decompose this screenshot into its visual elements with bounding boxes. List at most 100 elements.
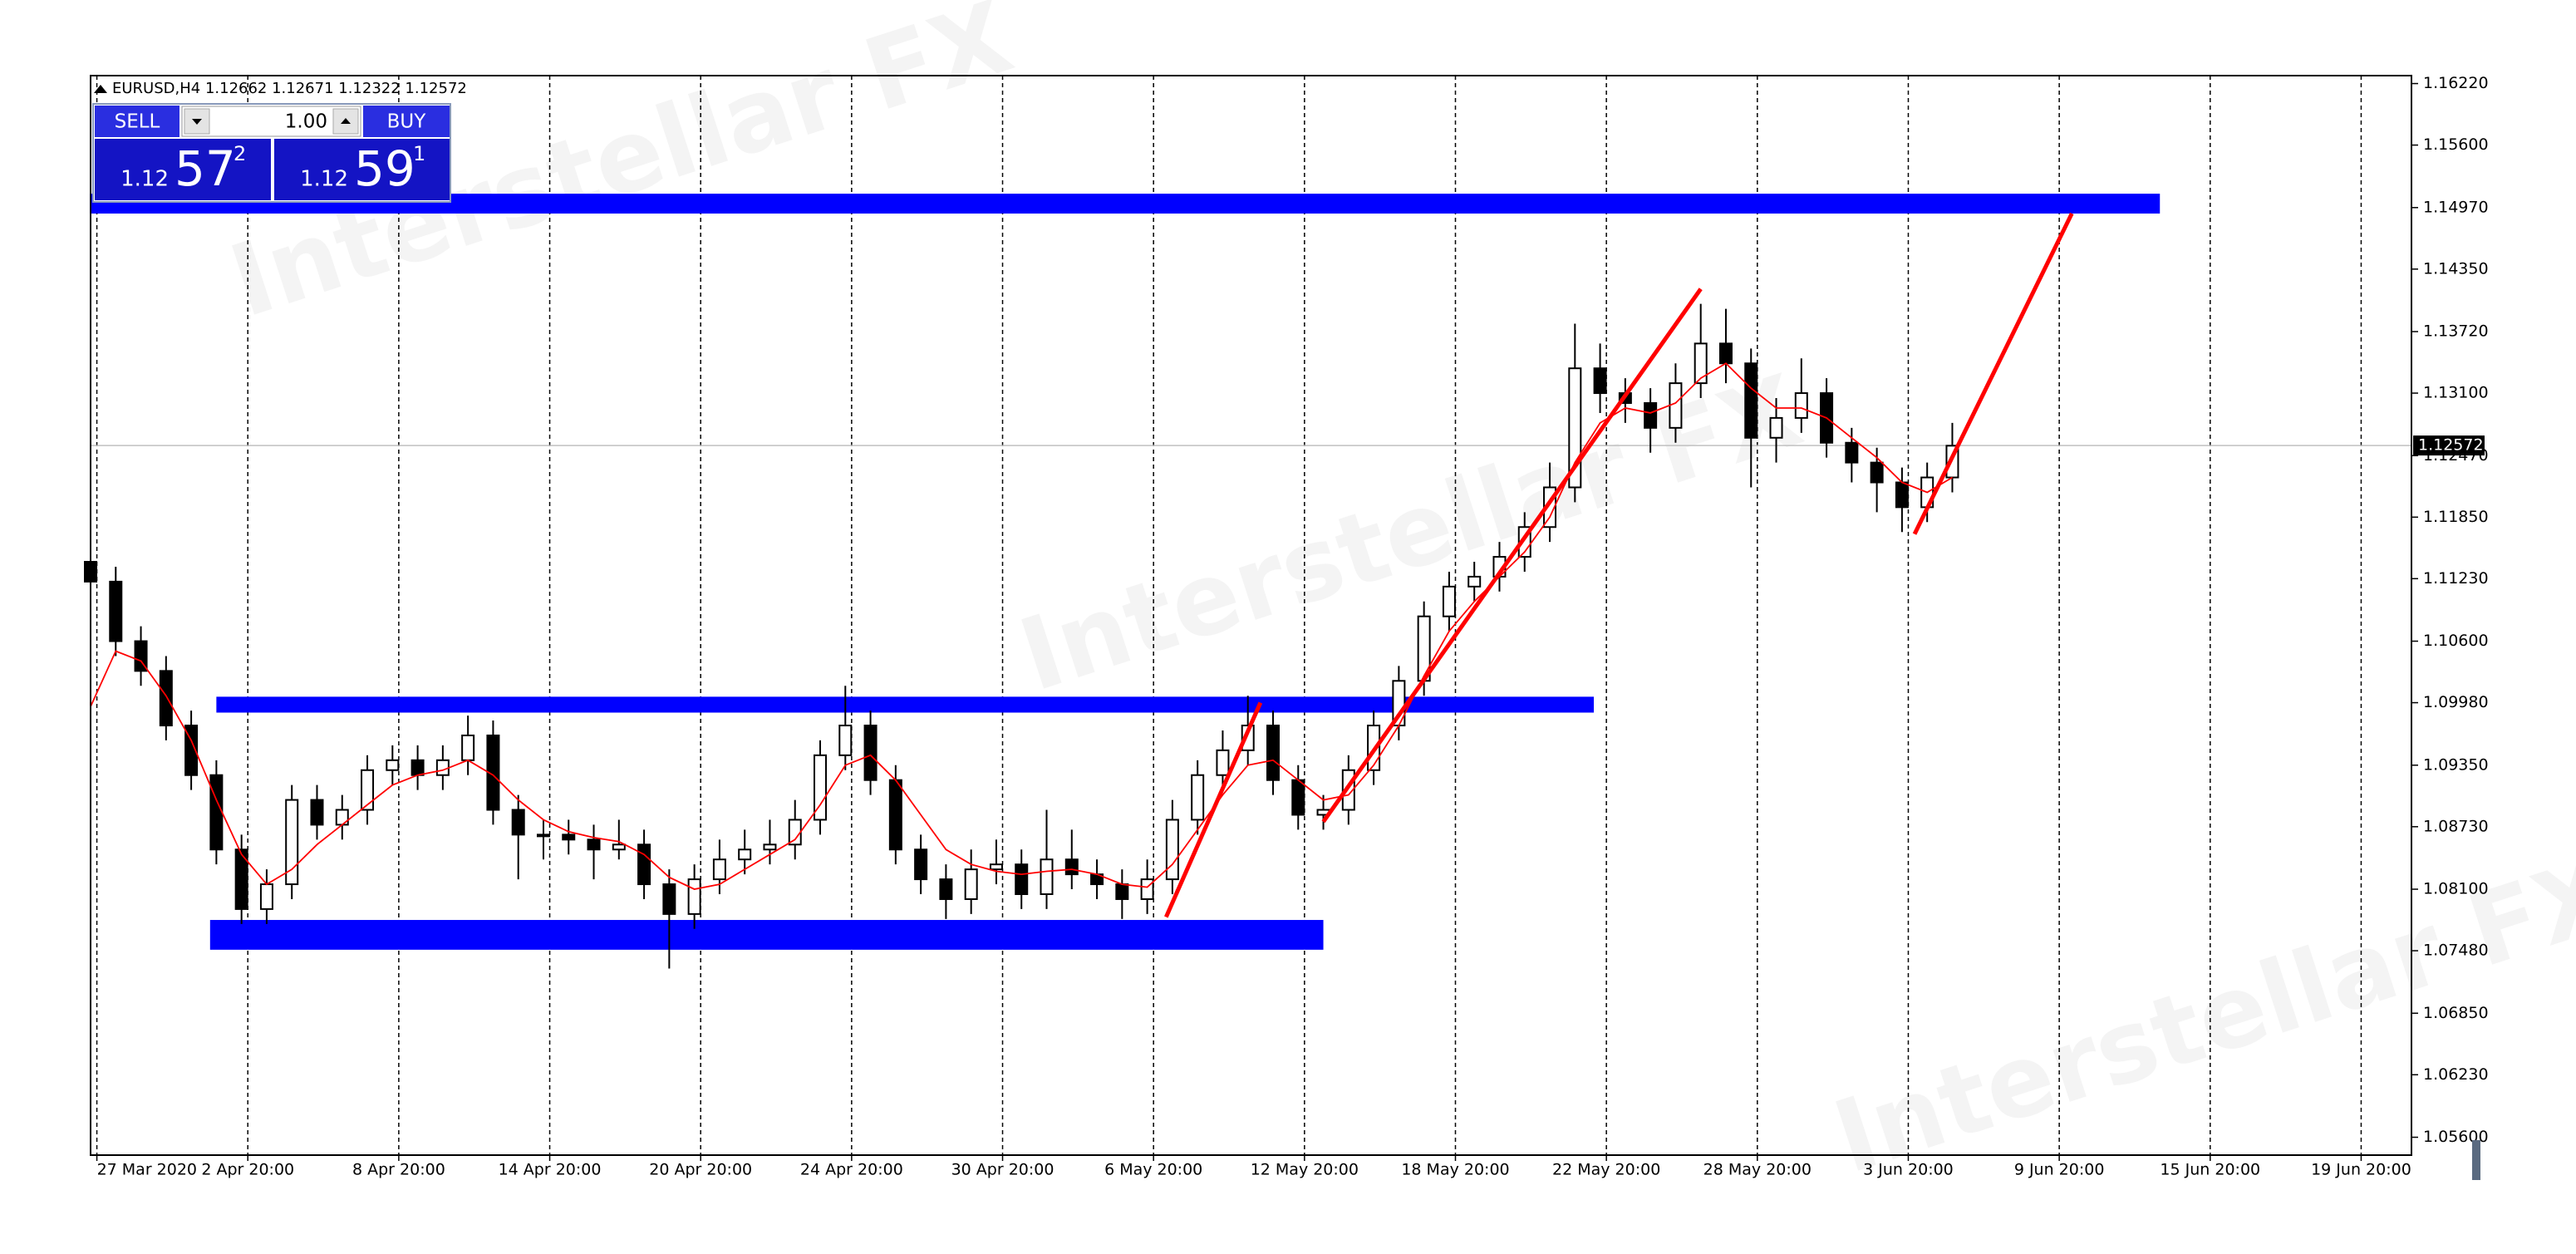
buy-label[interactable]: BUY (387, 111, 427, 133)
candle-body (964, 868, 978, 900)
x-tick-label: 19 Jun 20:00 (2311, 1161, 2411, 1179)
candle-body (914, 848, 928, 881)
sell-button[interactable] (95, 106, 179, 137)
candle-body (1291, 779, 1305, 816)
lot-down-icon (192, 119, 202, 125)
x-tick-label: 24 Apr 20:00 (800, 1161, 903, 1179)
ask-frac: 1 (413, 142, 425, 165)
candle-body (687, 878, 701, 915)
candle-body (587, 838, 601, 851)
candle-body (1241, 725, 1255, 751)
y-tick-label: 1.11230 (2423, 569, 2489, 588)
candle-body (1015, 863, 1029, 895)
candle-body (435, 759, 450, 776)
x-tick-label: 14 Apr 20:00 (499, 1161, 602, 1179)
candle-body (939, 878, 953, 900)
candle-body (1694, 342, 1708, 385)
x-tick-label: 2 Apr 20:00 (201, 1161, 294, 1179)
y-tick-label: 1.05600 (2423, 1128, 2489, 1146)
x-tick-label: 30 Apr 20:00 (951, 1161, 1054, 1179)
y-tick-label: 1.10600 (2423, 632, 2489, 650)
y-tick-label: 1.07480 (2423, 942, 2489, 960)
candle-body (209, 774, 224, 851)
candle-body (410, 759, 425, 776)
y-tick-label: 1.13720 (2423, 322, 2489, 341)
candle-body (562, 834, 576, 841)
y-tick-label: 1.06850 (2423, 1004, 2489, 1022)
candle-body (310, 799, 324, 826)
candle-body (109, 580, 123, 642)
candle-body (1064, 858, 1079, 876)
zone (216, 696, 1595, 713)
y-tick-label: 1.06230 (2423, 1065, 2489, 1084)
ask-box[interactable] (274, 139, 450, 200)
symbol-icon (94, 85, 107, 93)
plot (84, 194, 2161, 969)
candle-body (1769, 416, 1783, 439)
x-tick-label: 15 Jun 20:00 (2160, 1161, 2260, 1179)
grid (91, 76, 2411, 1155)
candle-body (1895, 481, 1909, 509)
ask-pips: 59 (354, 140, 415, 197)
candle-body (511, 809, 525, 836)
y-tick-label: 1.15600 (2423, 135, 2489, 154)
candle-body (763, 843, 777, 851)
symbol-info: EURUSD,H4 1.12662 1.12671 1.12322 1.1257… (112, 80, 467, 97)
bid-big: 1.12 (120, 167, 169, 192)
candle-body (1442, 585, 1456, 617)
y-tick-label: 1.13100 (2423, 384, 2489, 402)
buy-button[interactable] (363, 106, 450, 137)
y-tick-label: 1.14970 (2423, 198, 2489, 216)
sell-label[interactable]: SELL (115, 111, 160, 133)
y-tick-label: 1.08730 (2423, 817, 2489, 835)
x-tick-label: 20 Apr 20:00 (649, 1161, 752, 1179)
candle-body (863, 725, 878, 781)
candle-body (662, 883, 676, 915)
trend-line (1164, 701, 1263, 918)
zone (91, 194, 2161, 214)
candle-body (386, 759, 400, 771)
candle-body (814, 754, 828, 821)
candle-body (1140, 878, 1154, 900)
x-tick-label: 18 May 20:00 (1401, 1161, 1509, 1179)
y-tick-label: 1.09980 (2423, 693, 2489, 711)
lot-value[interactable]: 1.00 (285, 111, 327, 133)
candle-body (1467, 575, 1482, 588)
candle-body (637, 843, 651, 886)
y-tick-label: 1.08100 (2423, 880, 2489, 898)
candle-body (361, 769, 375, 811)
zone (209, 920, 1324, 950)
candle-body (1191, 774, 1205, 821)
candle-body (285, 799, 299, 886)
scroll-marker (2472, 1140, 2480, 1180)
price-label: 1.12572 (2418, 436, 2484, 455)
candle-body (1744, 362, 1758, 439)
bid-frac: 2 (234, 142, 246, 165)
candle-body (1040, 858, 1054, 895)
candle-body (612, 843, 626, 851)
candle-body (712, 858, 726, 881)
plot-frame (90, 75, 2412, 1156)
candle-body (1216, 749, 1230, 776)
lot-input[interactable] (181, 106, 361, 137)
axes: 27 Mar 2020 2 Apr 20:00 8 Apr 20:00 14 Apr … (96, 74, 2489, 1179)
candle-body (1845, 441, 1859, 464)
ask-big: 1.12 (300, 167, 348, 192)
candle-body (461, 734, 475, 761)
y-tick-label: 1.11850 (2423, 508, 2489, 526)
x-tick-label: 8 Apr 20:00 (352, 1161, 445, 1179)
candle-body (738, 848, 752, 861)
y-tick-label: 1.16220 (2423, 74, 2489, 92)
x-tick-label: 22 May 20:00 (1552, 1161, 1660, 1179)
candle-body (1870, 461, 1884, 484)
bid-box[interactable] (95, 139, 271, 200)
trade-panel: SELL 1.00 BUY 1.12 57 2 1.12 59 1 (92, 103, 451, 203)
candle-body (159, 670, 173, 727)
candle-body (1718, 342, 1733, 365)
candle-body (536, 834, 550, 838)
trend-line (1321, 288, 1703, 824)
x-tick-label: 28 May 20:00 (1703, 1161, 1812, 1179)
x-tick-label: 9 Jun 20:00 (2014, 1161, 2105, 1179)
